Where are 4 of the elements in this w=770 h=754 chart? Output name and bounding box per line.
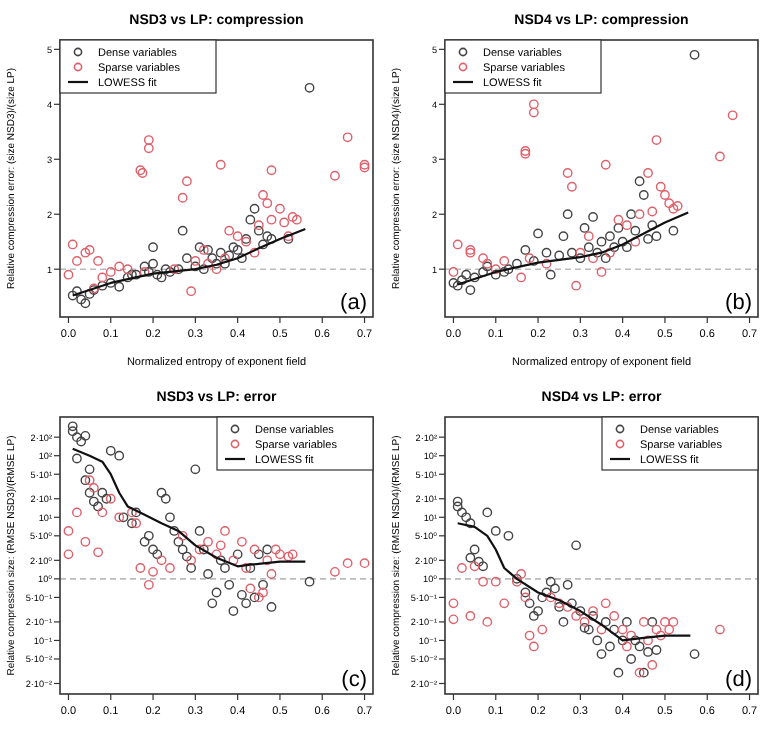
annotation: (d) [725, 668, 752, 692]
annotation: (b) [725, 291, 752, 315]
annotation: (a) [340, 291, 367, 315]
annotation: (c) [341, 668, 367, 692]
